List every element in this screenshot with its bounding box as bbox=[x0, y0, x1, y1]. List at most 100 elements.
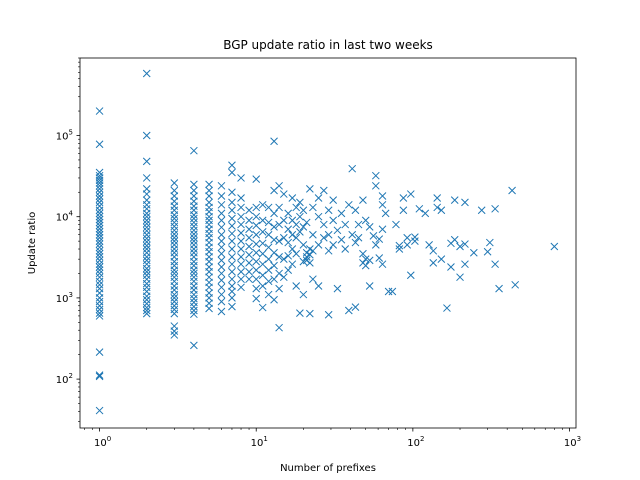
data-point bbox=[264, 218, 273, 227]
data-point bbox=[142, 303, 151, 312]
data-point bbox=[245, 233, 253, 242]
data-points bbox=[95, 69, 559, 415]
data-point bbox=[354, 220, 363, 229]
data-point bbox=[190, 245, 198, 253]
data-point bbox=[190, 226, 198, 235]
data-point bbox=[245, 267, 253, 276]
data-point bbox=[142, 223, 151, 232]
data-point bbox=[258, 303, 267, 312]
data-point bbox=[228, 198, 236, 207]
data-point bbox=[142, 279, 151, 288]
data-point bbox=[443, 304, 451, 312]
data-point bbox=[324, 310, 333, 319]
data-point bbox=[228, 206, 236, 215]
data-point bbox=[142, 209, 151, 218]
data-point bbox=[495, 284, 503, 293]
data-point bbox=[279, 255, 288, 264]
data-point bbox=[314, 212, 323, 221]
data-point bbox=[299, 290, 308, 299]
data-point bbox=[284, 225, 293, 234]
data-point bbox=[348, 164, 357, 173]
data-point bbox=[170, 218, 179, 227]
data-point bbox=[258, 282, 267, 290]
data-point bbox=[217, 283, 226, 292]
data-point bbox=[309, 275, 317, 284]
data-point bbox=[258, 228, 267, 236]
data-point bbox=[95, 240, 104, 248]
data-point bbox=[170, 327, 179, 335]
data-point bbox=[142, 69, 151, 78]
data-point bbox=[95, 209, 104, 218]
data-point bbox=[142, 238, 151, 246]
data-point bbox=[190, 186, 198, 195]
y-tick-label: 103 bbox=[56, 291, 73, 305]
data-point bbox=[95, 309, 104, 317]
data-point bbox=[95, 266, 104, 274]
data-point bbox=[252, 257, 261, 266]
data-point bbox=[170, 214, 179, 223]
data-point bbox=[433, 203, 442, 212]
data-point bbox=[299, 222, 308, 231]
data-point bbox=[288, 260, 297, 269]
data-point bbox=[95, 198, 104, 207]
data-point bbox=[245, 259, 253, 267]
data-point bbox=[217, 297, 226, 306]
data-point bbox=[392, 220, 400, 229]
data-point bbox=[245, 216, 253, 225]
y-tick-label: 104 bbox=[56, 210, 74, 224]
data-point bbox=[217, 192, 226, 200]
data-point bbox=[190, 180, 198, 189]
data-point bbox=[245, 242, 253, 251]
data-point bbox=[351, 238, 360, 247]
data-point bbox=[237, 237, 245, 245]
data-point bbox=[378, 192, 387, 200]
data-point bbox=[288, 245, 297, 253]
data-point bbox=[292, 220, 301, 229]
data-point bbox=[142, 157, 151, 166]
data-point bbox=[403, 233, 412, 242]
data-point bbox=[95, 253, 104, 261]
data-point bbox=[411, 233, 419, 241]
data-point bbox=[302, 218, 311, 227]
data-point bbox=[279, 273, 288, 282]
data-point bbox=[359, 249, 367, 258]
data-point bbox=[433, 194, 442, 202]
data-point bbox=[142, 299, 151, 308]
data-point bbox=[95, 277, 104, 286]
data-point bbox=[95, 233, 104, 242]
data-point bbox=[95, 372, 104, 381]
data-point bbox=[228, 245, 236, 253]
data-point bbox=[461, 198, 469, 207]
data-point bbox=[190, 214, 198, 223]
data-point bbox=[95, 168, 104, 177]
data-point bbox=[237, 253, 245, 261]
data-point bbox=[491, 260, 499, 269]
data-point bbox=[95, 176, 104, 185]
plot-frame bbox=[79, 57, 577, 429]
data-point bbox=[319, 233, 328, 242]
data-point bbox=[95, 181, 104, 190]
data-point bbox=[296, 309, 304, 317]
data-point bbox=[296, 212, 304, 221]
x-tick-label: 101 bbox=[251, 435, 268, 449]
data-point bbox=[299, 241, 308, 249]
data-point bbox=[447, 263, 455, 271]
data-point bbox=[296, 198, 304, 207]
data-point bbox=[142, 131, 151, 140]
data-point bbox=[228, 253, 236, 261]
data-point bbox=[252, 266, 261, 274]
data-point bbox=[306, 259, 314, 267]
data-point bbox=[190, 269, 198, 278]
data-point bbox=[95, 263, 104, 271]
data-point bbox=[142, 234, 151, 243]
data-point bbox=[237, 245, 245, 253]
data-point bbox=[369, 232, 378, 240]
data-point bbox=[264, 266, 273, 274]
data-point bbox=[421, 209, 430, 218]
data-point bbox=[190, 230, 198, 238]
data-point bbox=[95, 218, 104, 227]
data-point bbox=[217, 237, 226, 245]
data-point bbox=[142, 174, 151, 182]
data-point bbox=[95, 221, 104, 230]
